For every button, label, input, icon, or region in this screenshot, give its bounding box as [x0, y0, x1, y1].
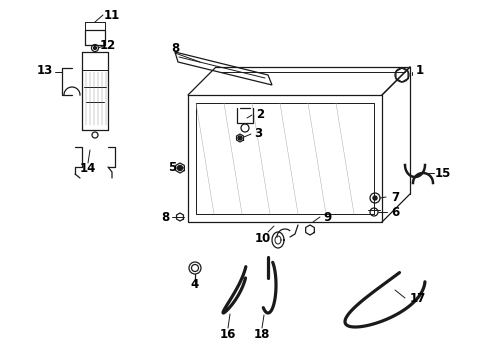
Text: 8: 8 — [170, 41, 179, 54]
Text: 9: 9 — [323, 211, 331, 224]
Text: 6: 6 — [390, 206, 398, 219]
Text: 12: 12 — [100, 39, 116, 51]
Circle shape — [93, 46, 96, 50]
Text: 2: 2 — [255, 108, 264, 121]
Text: 15: 15 — [434, 166, 450, 180]
Text: 16: 16 — [220, 328, 236, 342]
Text: 18: 18 — [253, 328, 270, 342]
Text: 17: 17 — [409, 292, 425, 305]
Text: 7: 7 — [390, 190, 398, 203]
Circle shape — [177, 166, 182, 171]
Text: 4: 4 — [190, 279, 199, 292]
Text: 13: 13 — [37, 63, 53, 77]
Text: 10: 10 — [254, 231, 270, 244]
Text: 11: 11 — [103, 9, 120, 22]
Text: 8: 8 — [161, 211, 169, 224]
Text: 3: 3 — [253, 126, 262, 140]
Circle shape — [238, 136, 242, 140]
Polygon shape — [175, 52, 271, 85]
Text: 5: 5 — [167, 161, 176, 174]
Text: 14: 14 — [80, 162, 96, 175]
Text: 1: 1 — [415, 63, 423, 77]
Circle shape — [372, 196, 376, 200]
